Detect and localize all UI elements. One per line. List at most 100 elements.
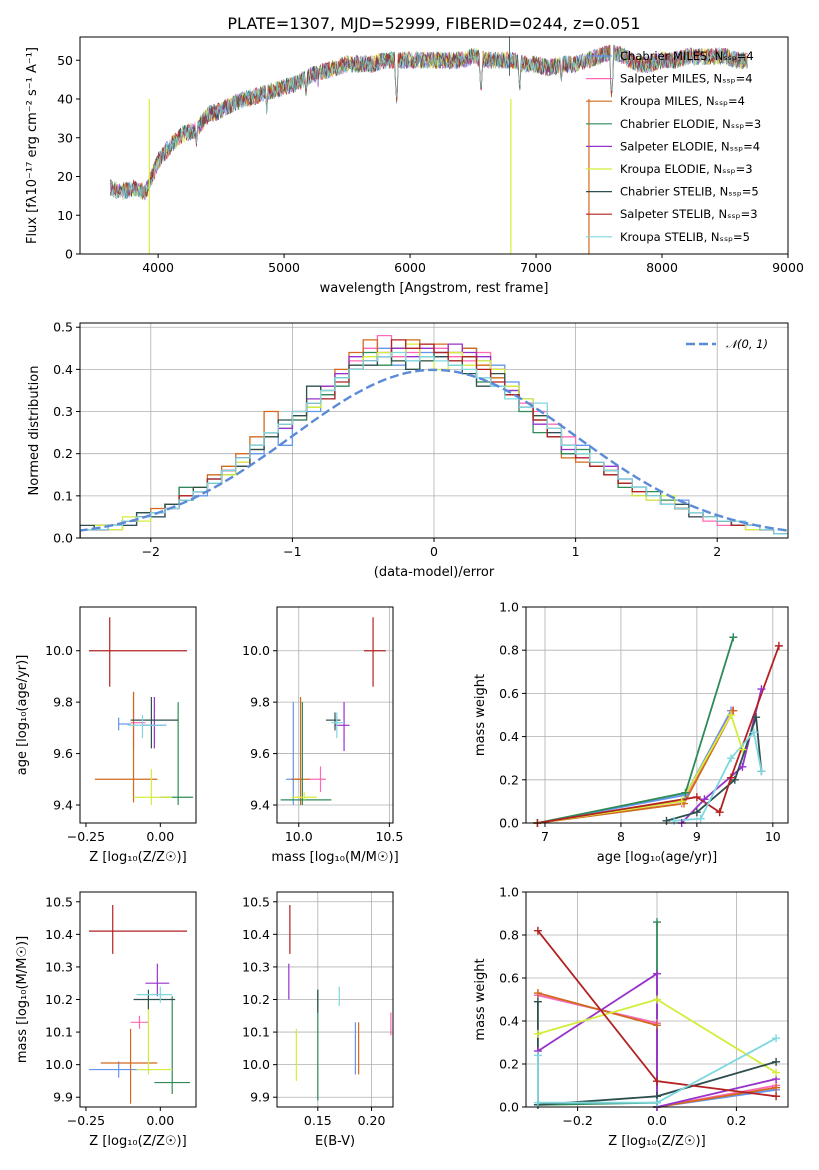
weight-marker: [772, 1068, 781, 1077]
x-tick-label: 6000: [394, 260, 426, 275]
y-tick-label: 0.0: [499, 816, 519, 831]
x-axis-label: age [log₁₀(age/yr)]: [597, 850, 718, 865]
plots-group: 4000 5000 6000 7000 8000 900001020304050wavel…: [15, 36, 804, 1149]
plot-area: [88, 905, 191, 1104]
weight-marker: [653, 995, 661, 1004]
axes-frame: [79, 606, 197, 824]
y-tick-label: 40: [57, 92, 73, 107]
x-tick-label: 4000: [142, 260, 174, 275]
legend-label: Kroupa ELODIE, Nₛₛₚ=3: [620, 162, 753, 176]
x-tick-label: 8: [617, 829, 625, 844]
errorbar-point: [88, 905, 188, 954]
x-tick-label: −0.2: [562, 1113, 592, 1128]
axes-frame: [79, 36, 789, 255]
y-tick-label: 10.3: [45, 959, 73, 974]
y-tick-label: 0.1: [53, 488, 73, 503]
weight-marker: [653, 918, 661, 927]
x-tick-label: 10: [765, 829, 781, 844]
errorbar-point: [325, 712, 341, 731]
errorbar-point: [145, 963, 170, 997]
legend-label: Chabrier ELODIE, Nₛₛₚ=3: [620, 117, 761, 131]
plot-area: [277, 607, 393, 823]
errorbar-point: [331, 712, 345, 739]
y-tick-label: 0.5: [53, 320, 73, 335]
x-axis-label: Z [log₁₀(Z/Z☉)]: [608, 1134, 705, 1149]
errorbar-point: [291, 697, 310, 805]
weight-marker: [772, 1083, 781, 1092]
y-tick-label: 0.3: [53, 404, 73, 419]
y-tick-label: 10.3: [242, 959, 270, 974]
legend-label: Chabrier MILES, Nₛₛₚ=4: [620, 49, 754, 63]
errorbar-point: [364, 617, 386, 687]
weight-marker: [653, 1098, 661, 1107]
weight-marker: [772, 1092, 781, 1101]
histogram-series: [80, 351, 788, 538]
errorbar-point: [118, 717, 131, 731]
x-tick-label: 0.00: [146, 1113, 174, 1128]
y-tick-label: 10: [57, 208, 73, 223]
y-tick-label: 0.8: [499, 643, 519, 658]
y-tick-label: 0.0: [499, 1100, 519, 1115]
plot-area: [526, 607, 788, 823]
weight-marker: [774, 641, 783, 650]
x-tick-label: 0.00: [146, 829, 174, 844]
y-axis-label: mass weight: [473, 674, 488, 756]
weight-marker: [533, 1051, 542, 1060]
weight-line: [537, 922, 658, 1107]
y-tick-label: 10.5: [242, 894, 270, 909]
y-tick-label: 10.1: [45, 1025, 73, 1040]
weight-marker: [700, 795, 709, 804]
weight-marker: [727, 773, 736, 782]
legend-label: Salpeter STELIB, Nₛₛₚ=3: [620, 207, 758, 221]
errorbar-point: [307, 766, 326, 793]
y-tick-label: 9.9: [250, 1090, 270, 1105]
y-tick-label: 10.1: [242, 1025, 270, 1040]
errorbar-point: [130, 1015, 149, 1029]
chart-mass_vs_Z: −0.25 0.00 9.9 10.0 10.1 10.2 10.3 10.4 10.5 Z [l…: [15, 891, 197, 1149]
weight-marker: [533, 989, 542, 998]
y-axis-label: mass weight: [473, 958, 488, 1040]
x-axis-label: mass [log₁₀(M/M☉)]: [271, 850, 398, 865]
y-axis-label: Normed distribution: [27, 366, 42, 496]
x-tick-label: −0.25: [67, 1113, 105, 1128]
x-axis-label: E(B-V): [315, 1134, 355, 1149]
y-tick-label: 10.0: [45, 643, 73, 658]
weight-line: [537, 972, 777, 1107]
legend-label: Kroupa MILES, Nₛₛₚ=4: [620, 94, 745, 108]
y-tick-label: 1.0: [499, 600, 519, 615]
legend-label: Salpeter MILES, Nₛₛₚ=4: [620, 72, 753, 86]
y-tick-label: 9.6: [250, 746, 270, 761]
errorbar-point: [127, 715, 167, 739]
errorbar-point: [160, 702, 194, 805]
errorbar-point: [154, 996, 191, 1094]
x-tick-label: 10.0: [285, 829, 313, 844]
y-tick-label: 0.0: [53, 531, 73, 546]
y-tick-label: 30: [57, 130, 73, 145]
weight-marker: [752, 713, 761, 722]
x-tick-label: 0: [430, 544, 438, 559]
weight-marker: [757, 767, 766, 776]
y-tick-label: 10.0: [45, 1057, 73, 1072]
plot-area: [88, 617, 194, 805]
x-tick-label: −0.25: [67, 829, 105, 844]
weight-marker: [749, 728, 758, 737]
gaussian-curve: [80, 368, 788, 532]
x-tick-label: 0.2: [726, 1113, 746, 1128]
y-tick-label: 0.4: [53, 362, 73, 377]
weight-marker: [692, 808, 701, 817]
errorbar-point: [133, 989, 176, 1010]
x-axis-label: Z [log₁₀(Z/Z☉)]: [89, 850, 186, 865]
plot-area: [109, 37, 748, 254]
errorbar-point: [133, 769, 173, 805]
weight-marker: [727, 754, 736, 763]
y-tick-label: 10.2: [45, 992, 73, 1007]
x-tick-label: 7000: [520, 260, 552, 275]
chart-spectrum: 4000 5000 6000 7000 8000 9000 0 10 20 30 40 50 wavel…: [25, 36, 804, 296]
y-tick-label: 0.2: [499, 772, 519, 787]
legend-label: Chabrier STELIB, Nₛₛₚ=5: [620, 185, 759, 199]
y-tick-label: 10.5: [45, 894, 73, 909]
y-tick-label: 9.6: [53, 746, 73, 761]
errorbar-point: [136, 986, 173, 1003]
x-tick-label: 8000: [646, 260, 678, 275]
weight-marker: [727, 711, 736, 719]
